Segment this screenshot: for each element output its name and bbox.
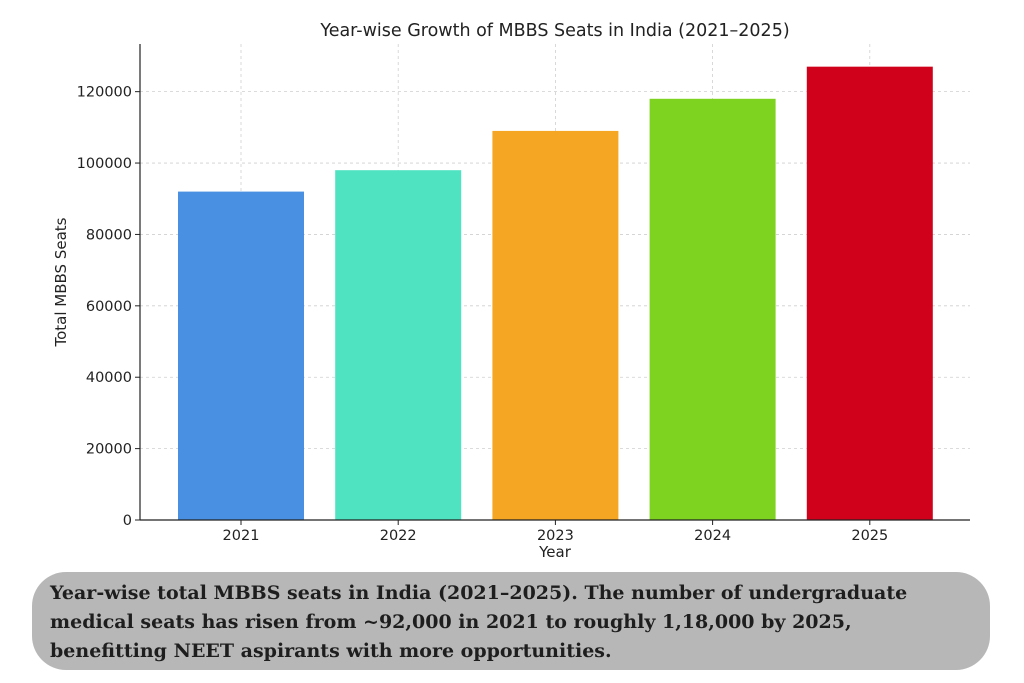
bar-2024 [649, 98, 776, 520]
x-tick-label: 2025 [851, 528, 888, 544]
bars [178, 66, 933, 521]
x-tick-label: 2024 [694, 528, 731, 544]
y-axis-label: Total MBBS Seats [52, 217, 70, 347]
bar-2025 [806, 66, 933, 521]
x-tick-label: 2022 [380, 528, 417, 544]
chart-title: Year-wise Growth of MBBS Seats in India … [319, 21, 789, 41]
bar-2023 [492, 130, 619, 520]
ticks: 0 20000 40000 60000 80000 100000 120000 2021 202… [77, 85, 889, 544]
bar-chart: 0 20000 40000 60000 80000 100000 120000 2021 202… [52, 21, 970, 561]
y-tick-label: 20000 [86, 442, 132, 458]
y-tick-label: 60000 [86, 299, 132, 315]
y-tick-label: 80000 [86, 227, 132, 243]
x-tick-label: 2021 [223, 528, 260, 544]
y-tick-label: 40000 [86, 370, 132, 386]
y-tick-label: 0 [123, 513, 132, 529]
y-tick-label: 120000 [77, 85, 132, 101]
bar-2021 [178, 191, 304, 520]
chart-caption: Year-wise total MBBS seats in India (202… [32, 572, 990, 670]
x-tick-label: 2023 [537, 528, 574, 544]
x-axis-label: Year [538, 543, 572, 561]
y-tick-label: 100000 [77, 156, 132, 172]
bar-2022 [335, 170, 462, 521]
